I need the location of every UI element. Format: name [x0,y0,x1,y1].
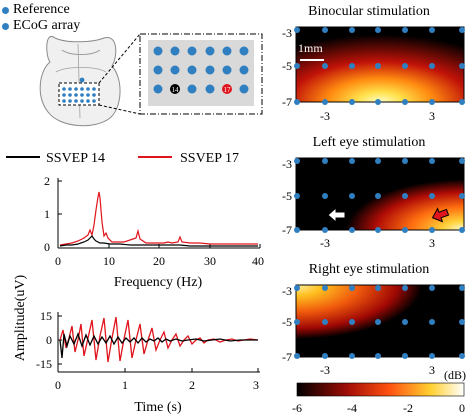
h1-electrodes [294,27,465,105]
spectrum-line-17 [59,191,258,246]
spectrum-ytick-2: 2 [44,174,50,188]
heatmap-left-eye: Left eye stimulation -3 -5 -7 -3 3 [282,135,465,250]
arrow-ch14-icon [327,206,346,224]
reference-marker-icon [2,6,9,14]
spectrum-plot: 2 1 0 0 10 20 30 40 Frequency (Hz) [44,174,264,290]
scale-bar-label: 1mm [298,41,323,55]
ssvep14-legend-label: SSVEP 14 [46,151,105,166]
electrode-17-label: 17 [224,86,232,94]
arrow-ch17-icon [431,207,450,223]
heatmap-binocular-title: Binocular stimulation [308,4,430,19]
h1-ytick-5: -5 [282,59,292,73]
colorbar-tick-neg4: -4 [347,401,357,415]
spectrum-xtick-30: 30 [204,254,216,268]
heatmap-right-eye: Right eye stimulation -3 -5 -7 -3 3 [282,262,465,377]
h3-ytick-5: -5 [282,315,292,329]
spectrum-line-14 [59,235,258,247]
heatmap-left-eye-title: Left eye stimulation [313,135,426,150]
time-plot: 15 0 -15 0 1 2 3 Time (s) [36,309,260,415]
array-electrodes [153,46,249,94]
h1-ytick-3: -3 [282,26,292,40]
heatmap-right-eye-title: Right eye stimulation [309,262,430,277]
array-zoom-panel: 14 17 [139,33,263,115]
time-xtick-0: 0 [55,378,61,392]
time-xtick-3: 3 [253,378,259,392]
electrode-14-label: 14 [172,86,180,94]
h3-xtick-3: 3 [429,363,435,377]
spectrum-xtick-20: 20 [153,254,165,268]
ecog-marker-icon [2,22,9,30]
legend-ecog: ECoG array [2,18,80,34]
time-ytick-neg15: -15 [36,357,52,371]
legend-reference-label: Reference [13,2,70,17]
ssvep17-legend-label: SSVEP 17 [180,151,239,166]
skull-schematic [39,33,141,127]
colorbar-unit: (dB) [444,368,466,382]
h3-electrodes [294,285,465,359]
spectrum-xtick-0: 0 [55,254,61,268]
electrode-17 [222,84,232,94]
heatmap-binocular: Binocular stimulation 1mm -3 -5 -7 -3 3 [282,4,465,123]
h2-xtick-neg3: -3 [320,236,330,250]
colorbar-tick-neg2: -2 [403,401,413,415]
time-ytick-0: 0 [46,333,52,347]
ssvep-legend: SSVEP 14 SSVEP 17 [6,151,239,166]
top-legend: Reference ECoG array [2,2,80,34]
time-ytick-15: 15 [40,309,52,323]
h2-ytick-3: -3 [282,157,292,171]
legend-ecog-label: ECoG array [13,18,81,33]
spectrum-ytick-1: 1 [44,207,50,221]
h3-ytick-7: -7 [282,350,292,364]
spectrum-xtick-10: 10 [103,254,115,268]
h1-ytick-7: -7 [282,95,292,109]
time-xlabel: Time (s) [134,400,182,415]
spectrum-ytick-0: 0 [44,240,50,254]
legend-reference: Reference [2,2,80,18]
h2-ytick-7: -7 [282,223,292,237]
time-xtick-2: 2 [189,378,195,392]
time-line-14 [59,332,258,359]
spectrum-xlabel: Frequency (Hz) [114,275,203,290]
h3-ytick-3: -3 [282,284,292,298]
colorbar-tick-0: 0 [459,401,465,415]
h1-xtick-3: 3 [429,109,435,123]
h3-xtick-neg3: -3 [320,363,330,377]
h1-xtick-neg3: -3 [320,109,330,123]
colorbar: (dB) -6 -4 -2 0 [292,368,466,415]
h2-ytick-5: -5 [282,189,292,203]
time-xtick-1: 1 [122,378,128,392]
reference-electrode-dot [79,77,85,83]
h2-xtick-3: 3 [429,236,435,250]
skull-array-dots [62,87,96,103]
h2-electrodes [294,158,465,233]
colorbar-tick-neg6: -6 [292,401,302,415]
shared-ylabel: Amplitude(uV) [13,275,28,362]
spectrum-xtick-40: 40 [252,254,264,268]
electrode-14 [170,84,180,94]
